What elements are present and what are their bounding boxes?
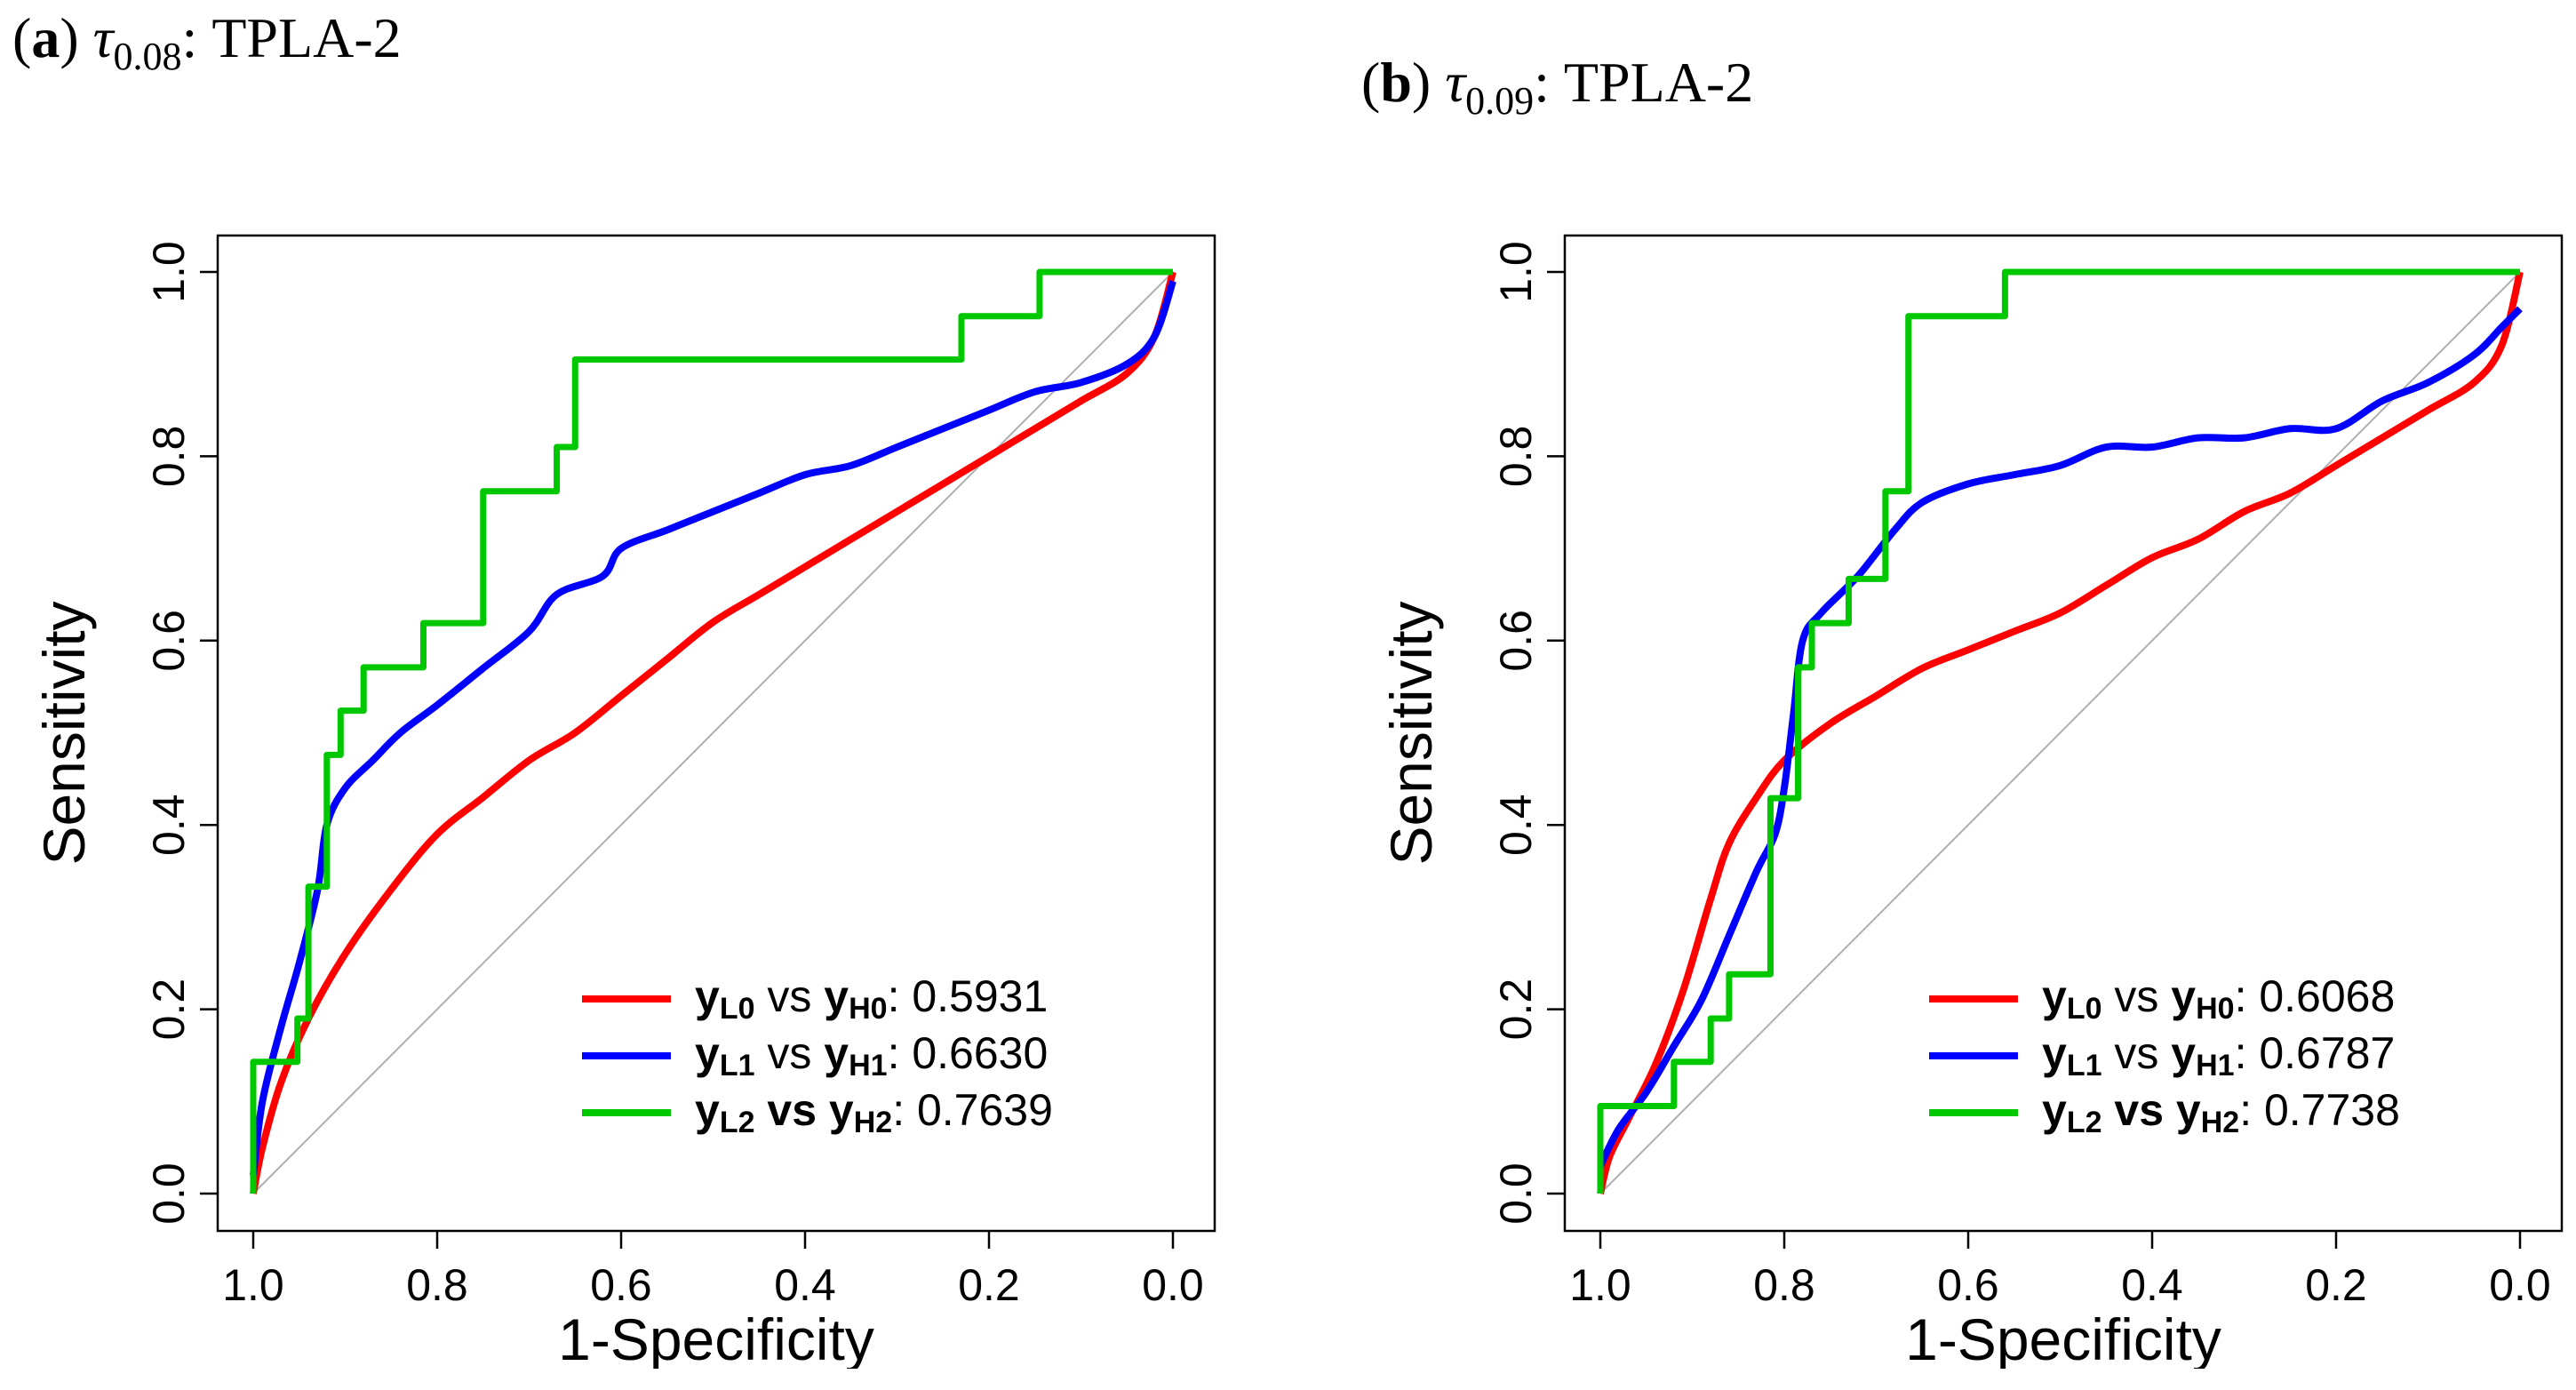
roc-chart-a: 1.0 0.8 0.6 0.4 0.2 0.0 0.0 0.2 0.4 0.6 0.8 1.0 1-Sp… <box>31 234 1216 1369</box>
x-tick-label: 0.4 <box>774 1260 836 1310</box>
y-tick-label: 0.0 <box>144 1162 194 1225</box>
caption-b-tau: τ <box>1445 51 1466 114</box>
x-tick-label: 0.0 <box>1142 1260 1204 1310</box>
roc-curve-red <box>1597 271 2524 1194</box>
reference-diagonal <box>1599 271 2521 1194</box>
legend-entry-green: yL2 vs yH2: 0.7738 <box>2042 1085 2400 1139</box>
x-axis-label: 1-Specificity <box>558 1306 874 1369</box>
y-tick-label: 0.6 <box>1491 610 1541 672</box>
y-tick-label: 0.6 <box>144 610 194 672</box>
y-tick-label: 0.8 <box>144 426 194 488</box>
y-tick-label: 0.8 <box>1491 426 1541 488</box>
caption-b-title: : TPLA-2 <box>1534 51 1754 114</box>
plot-box <box>1563 234 2564 1233</box>
legend-entry-blue: yL1 vs yH1: 0.6787 <box>2042 1028 2395 1082</box>
roc-chart-b: 1.0 0.8 0.6 0.4 0.2 0.0 0.0 0.2 0.4 0.6 0.8 1.0 1-Sp… <box>1378 234 2564 1369</box>
legend-entry-green: yL2 vs yH2: 0.7639 <box>695 1085 1053 1139</box>
x-tick-label: 1.0 <box>222 1260 284 1310</box>
y-axis-label: Sensitivity <box>31 601 97 865</box>
x-tick-label: 0.6 <box>1937 1260 1999 1310</box>
legend-entry-red: yL0 vs yH0: 0.5931 <box>695 971 1048 1026</box>
x-tick-label: 0.2 <box>2305 1260 2367 1310</box>
legend-entry-blue: yL1 vs yH1: 0.6630 <box>695 1028 1048 1082</box>
legend-entry-red: yL0 vs yH0: 0.6068 <box>2042 971 2395 1026</box>
roc-curve-blue <box>1597 306 2523 1168</box>
roc-curve-red <box>250 270 1176 1194</box>
y-tick-label: 1.0 <box>1491 241 1541 303</box>
x-tick-label: 0.8 <box>406 1260 468 1310</box>
caption-a-title: : TPLA-2 <box>181 6 402 69</box>
caption-a-tau: τ <box>92 6 114 69</box>
y-tick-label: 0.4 <box>144 794 194 856</box>
caption-a-sub: 0.08 <box>113 35 182 78</box>
caption-b-sub: 0.09 <box>1465 79 1535 123</box>
x-tick-label: 0.0 <box>2489 1260 2551 1310</box>
x-tick-label: 1.0 <box>1569 1260 1631 1310</box>
reference-diagonal <box>252 271 1174 1194</box>
plot-box <box>216 234 1216 1233</box>
x-tick-label: 0.8 <box>1753 1260 1815 1310</box>
caption-b-label: b <box>1380 51 1412 114</box>
y-tick-label: 0.0 <box>1491 1162 1541 1225</box>
x-axis-label: 1-Specificity <box>1905 1306 2221 1369</box>
roc-curve-green <box>250 268 1173 1194</box>
y-axis-label: Sensitivity <box>1378 601 1444 865</box>
caption-a-label: a <box>31 6 60 69</box>
y-tick-label: 0.2 <box>1491 979 1541 1041</box>
x-tick-label: 0.6 <box>590 1260 652 1310</box>
y-tick-label: 0.4 <box>1491 794 1541 856</box>
roc-curve-green <box>1597 268 2520 1194</box>
caption-b: (b) τ0.09: TPLA-2 <box>1361 51 1754 123</box>
y-tick-label: 1.0 <box>144 241 194 303</box>
caption-a: (a) τ0.08: TPLA-2 <box>12 6 402 78</box>
x-tick-label: 0.2 <box>958 1260 1020 1310</box>
y-tick-label: 0.2 <box>144 979 194 1041</box>
x-tick-label: 0.4 <box>2121 1260 2183 1310</box>
